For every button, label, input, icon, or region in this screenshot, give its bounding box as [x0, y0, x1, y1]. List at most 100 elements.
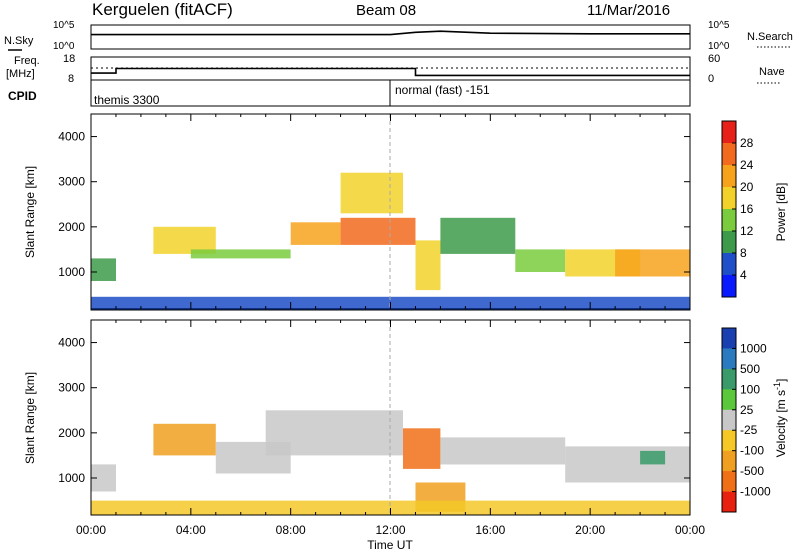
velocity-cell-3 — [265, 410, 403, 456]
velocity-colorbar-label-0: 1000 — [740, 341, 767, 355]
nave-label: Nave — [759, 66, 785, 78]
xaxis-label: Time UT — [367, 538, 413, 552]
velocity-colorbar-swatch-0 — [722, 328, 736, 349]
power-colorbar-swatch-2 — [722, 165, 736, 188]
power-ylabel: Slant Range [km] — [23, 166, 37, 258]
velocity-colorbar-label-4: -25 — [740, 423, 758, 437]
power-cell-2 — [190, 249, 291, 259]
noise-left-tick-top: 10^5 — [53, 20, 75, 31]
velocity-colorbar-swatch-5 — [722, 430, 736, 452]
velocity-colorbar-label-5: -100 — [740, 444, 764, 458]
power-xaxis-ticks — [90, 114, 691, 309]
power-colorbar-swatch-7 — [722, 275, 736, 298]
power-cell-7 — [440, 217, 516, 254]
nsky-line — [91, 30, 690, 36]
velocity-colorbar-swatch-8 — [722, 491, 736, 513]
power-colorbar-label: Power [dB] — [774, 183, 788, 242]
power-colorbar-swatch-4 — [722, 209, 736, 232]
velocity-cell-1 — [153, 423, 216, 456]
power-cell-5 — [340, 172, 403, 214]
power-colorbar-swatch-5 — [722, 231, 736, 254]
velocity-colorbar-frame — [721, 327, 737, 513]
cpid-label: CPID — [8, 89, 37, 103]
velocity-colorbar-swatch-4 — [722, 409, 736, 431]
velocity-yaxis: 4000 3000 2000 1000 — [58, 336, 690, 485]
velocity-heatmap — [91, 410, 690, 515]
velocity-colorbar-swatch-2 — [722, 368, 736, 390]
power-colorbar-label-1: 24 — [740, 158, 754, 172]
velocity-colorbar-swatch-7 — [722, 471, 736, 492]
power-ytick-label-0: 4000 — [58, 130, 85, 144]
power-colorbar-label-5: 8 — [740, 246, 747, 260]
velocity-xaxis-ticks — [90, 320, 691, 515]
velocity-ytick-label-0: 4000 — [58, 336, 85, 350]
freq-label-2: [MHz] — [6, 68, 35, 80]
noise-right-tick-top: 10^5 — [708, 20, 730, 31]
power-cell-8 — [515, 249, 566, 272]
cpid-mode-1: themis 3300 — [94, 93, 160, 107]
velocity-colorbar-swatch-1 — [722, 348, 736, 370]
power-yaxis: 4000 3000 2000 1000 — [58, 130, 690, 279]
power-colorbar-swatch-0 — [722, 121, 736, 144]
time-label-3: 12:00 — [375, 523, 405, 537]
velocity-colorbar-label-2: 100 — [740, 382, 760, 396]
power-colorbar-swatch-6 — [722, 253, 736, 276]
freq-tick-bottom: 8 — [68, 73, 74, 85]
power-colorbar-swatch-1 — [722, 143, 736, 166]
power-colorbar-label-6: 4 — [740, 268, 747, 282]
velocity-cell-6 — [440, 437, 566, 465]
velocity-ytick-label-1: 3000 — [58, 381, 85, 395]
nave-tick-bottom: 0 — [708, 73, 714, 85]
date-title: 11/Mar/2016 — [587, 2, 670, 19]
velocity-colorbar-swatch-3 — [722, 389, 736, 411]
nsearch-label: N.Search — [747, 31, 793, 43]
velocity-ytick-label-3: 1000 — [58, 471, 85, 485]
velocity-ylabel: Slant Range [km] — [23, 372, 37, 464]
time-label-5: 20:00 — [575, 523, 605, 537]
velocity-colorbar: 1000 500 100 25 -25 -100 -500 -1000 — [721, 327, 771, 513]
power-cell-3 — [290, 222, 341, 245]
power-ytick-label-2: 2000 — [58, 220, 85, 234]
power-colorbar-swatch-3 — [722, 187, 736, 210]
power-cell-10 — [615, 249, 690, 277]
power-ytick-label-3: 1000 — [58, 265, 85, 279]
noise-panel-frame — [90, 24, 691, 50]
time-axis-labels: 00:00 04:00 08:00 12:00 16:00 20:00 00:00 — [76, 523, 705, 537]
time-label-1: 04:00 — [176, 523, 206, 537]
power-heatmap — [91, 172, 690, 309]
noise-right-tick-bottom: 10^0 — [708, 41, 730, 52]
nsky-label: N.Sky — [4, 35, 34, 47]
velocity-colorbar-label-3: 25 — [740, 403, 754, 417]
freq-label-1: Freq. — [14, 55, 40, 67]
velocity-colorbar-label: Velocity [m s-1] — [772, 379, 788, 458]
power-colorbar-label-2: 20 — [740, 180, 754, 194]
velocity-cell-7 — [565, 446, 690, 483]
velocity-cell-9 — [91, 500, 690, 515]
velocity-colorbar-label-6: -500 — [740, 464, 764, 478]
freq-tick-top: 18 — [63, 53, 75, 65]
time-label-6: 00:00 — [675, 523, 705, 537]
power-cell-6 — [415, 240, 441, 291]
velocity-cell-4 — [403, 428, 441, 469]
power-colorbar-label-4: 12 — [740, 224, 754, 238]
time-label-0: 00:00 — [76, 523, 106, 537]
time-label-2: 08:00 — [276, 523, 306, 537]
cpid-mode-2: normal (fast) -151 — [395, 83, 490, 97]
nave-tick-top: 60 — [708, 53, 720, 65]
velocity-colorbar-swatch-6 — [722, 450, 736, 472]
power-ytick-label-1: 3000 — [58, 175, 85, 189]
velocity-ytick-label-2: 2000 — [58, 426, 85, 440]
time-label-4: 16:00 — [475, 523, 505, 537]
power-colorbar-label-0: 28 — [740, 136, 754, 150]
velocity-colorbar-label-7: -1000 — [740, 485, 771, 499]
power-colorbar: 28 24 20 16 12 8 4 — [721, 120, 754, 298]
velocity-colorbar-label-1: 500 — [740, 362, 760, 376]
beam-title: Beam 08 — [356, 2, 416, 19]
freq-line — [91, 67, 690, 77]
velocity-cell-8 — [640, 450, 666, 465]
power-colorbar-label-3: 16 — [740, 202, 754, 216]
noise-left-tick-bottom: 10^0 — [53, 41, 75, 52]
power-cell-0 — [91, 258, 116, 281]
